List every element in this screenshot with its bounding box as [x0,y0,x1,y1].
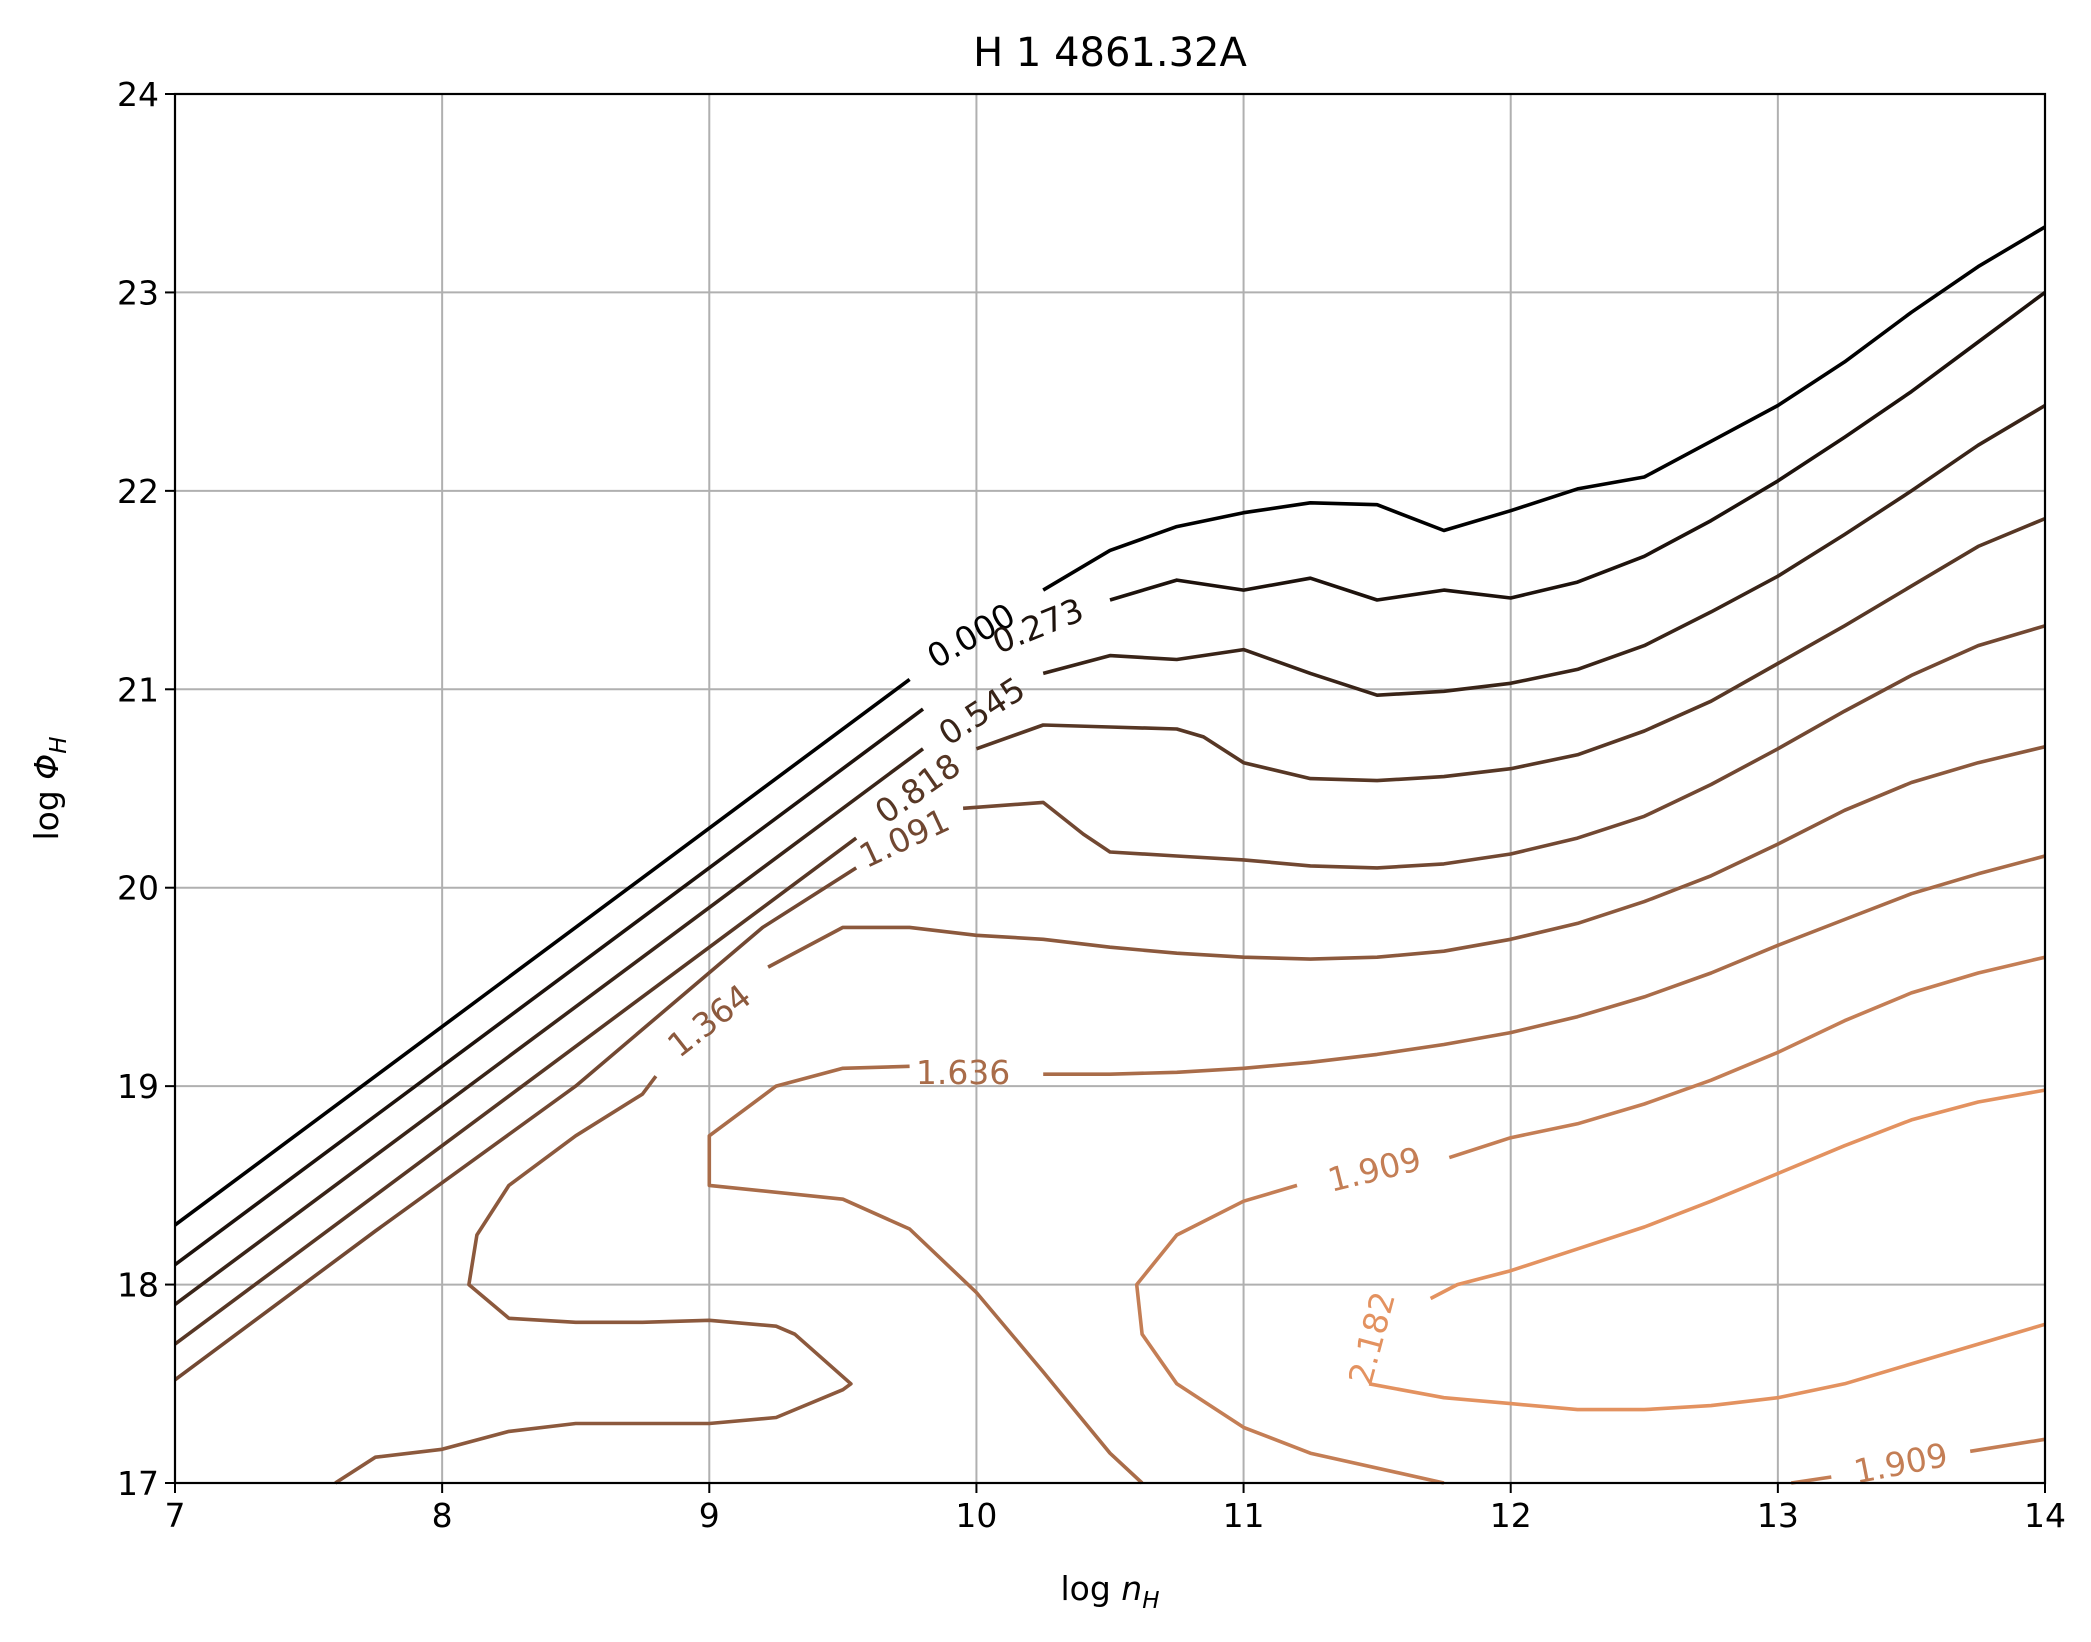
contour-line-0.000 [173,677,911,1227]
contour-line-2.182 [1368,1322,2046,1412]
contour-line-0.273 [1109,290,2047,602]
x-axis-label: log nH [1060,1569,1159,1614]
contour-line-0.000 [1042,225,2046,592]
y-tick-label: 17 [117,1464,159,1503]
contour-line-1.091 [962,624,2046,870]
contour-line-2.182 [1429,1088,2046,1301]
contour-line-0.545 [173,747,925,1306]
x-tick-label: 7 [165,1496,186,1535]
y-tick-label: 23 [117,273,159,312]
x-tick-label: 9 [699,1496,720,1535]
x-tick-label: 8 [432,1496,453,1535]
y-tick-label: 18 [117,1266,159,1305]
axis-ticks: 7 8 9 10 11 12 13 14 17 18 19 20 21 22 23 24 [117,75,2066,1535]
y-tick-label: 20 [117,869,159,908]
y-tick-label: 19 [117,1067,159,1106]
y-tick-label: 21 [117,670,159,709]
contour-lines [173,225,2047,1485]
contour-line-1.091 [173,866,858,1382]
y-tick-label: 24 [117,75,159,114]
contour-line-1.636 [707,1064,1144,1485]
x-tick-label: 12 [1490,1496,1532,1535]
contour-label: 1.636 [916,1053,1010,1092]
contour-line-1.909 [1969,1437,2046,1454]
contour-line-1.636 [1043,854,2046,1076]
contour-line-0.545 [1042,403,2046,698]
contour-line-1.909 [1448,955,2046,1160]
y-axis-label: log ΦH [27,736,72,840]
x-tick-label: 14 [2024,1496,2066,1535]
contour-line-0.273 [173,707,925,1267]
chart-title: H 1 4861.32A [973,30,1247,76]
y-tick-label: 22 [117,472,159,511]
contour-line-1.364 [767,745,2046,969]
contour-line-1.364 [334,1075,853,1485]
x-tick-label: 11 [1223,1496,1265,1535]
x-tick-label: 13 [1757,1496,1799,1535]
contour-line-0.818 [975,516,2046,783]
x-tick-label: 10 [955,1496,997,1535]
contour-line-0.818 [173,836,858,1346]
contour-line-1.909 [1134,1183,1445,1485]
plot-frame [173,92,2047,1485]
